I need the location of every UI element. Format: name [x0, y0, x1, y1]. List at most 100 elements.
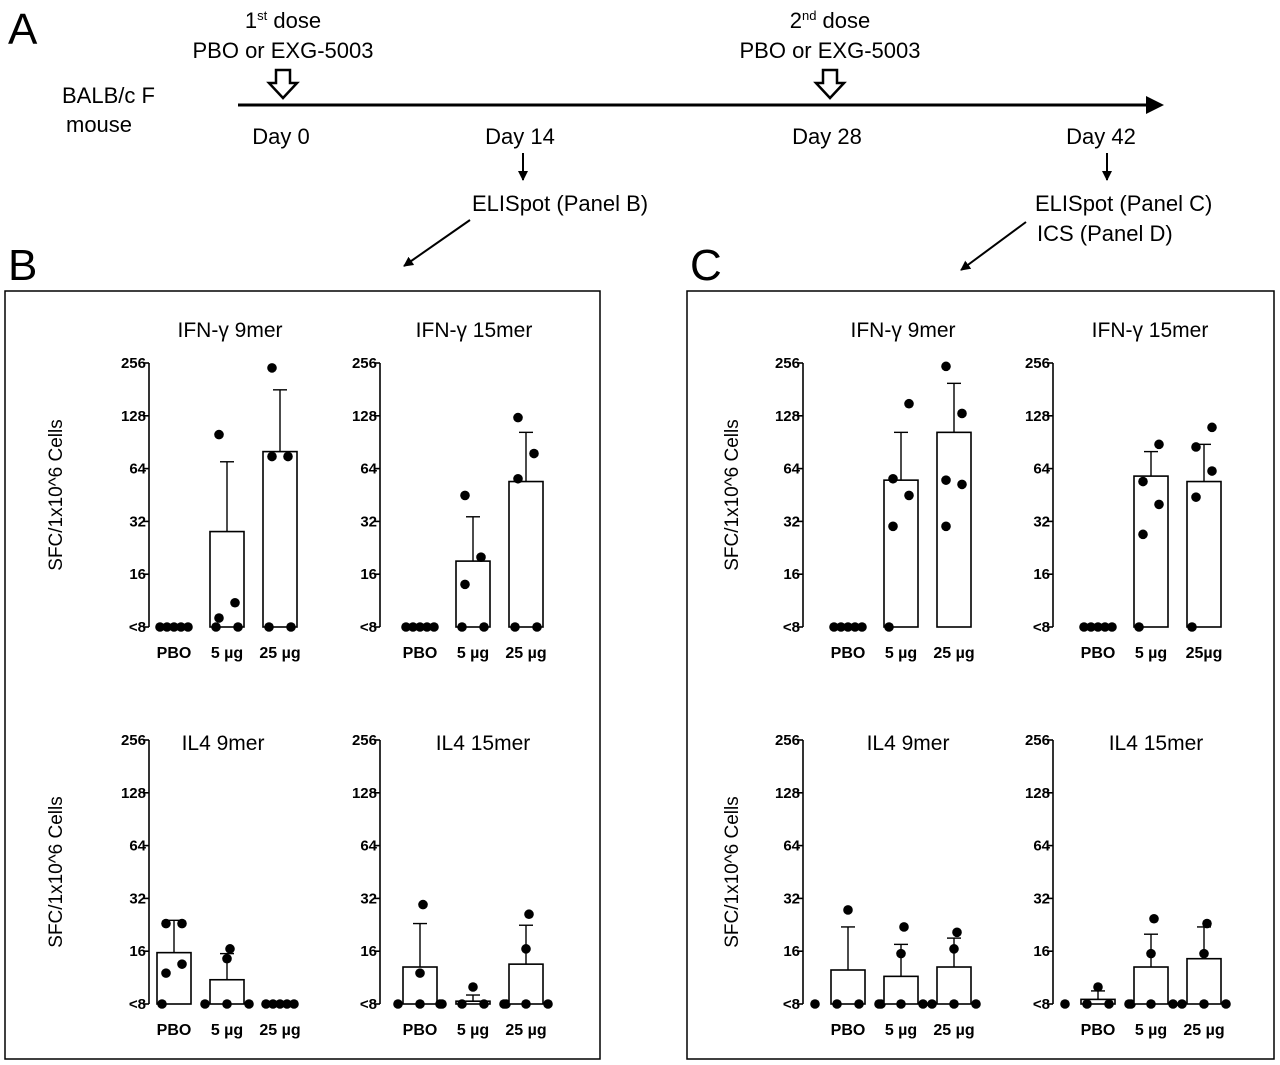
chart-b-3: IL4 9mer SFC/1x10^6 Cells <8 16 32 64 128 256 PB… — [46, 732, 301, 1039]
y-tick-label: <8 — [1033, 619, 1050, 636]
chart-title: IL4 9mer — [182, 732, 265, 755]
data-point — [499, 999, 509, 1009]
data-point — [177, 918, 187, 929]
data-point — [1168, 999, 1178, 1009]
data-point — [874, 999, 884, 1009]
data-point — [957, 479, 967, 490]
data-point — [289, 999, 299, 1009]
data-point — [524, 909, 534, 920]
panel-label-b: B — [8, 241, 37, 290]
x-category-label: 5 µg — [1135, 645, 1167, 662]
x-category-label: PBO — [831, 645, 866, 662]
data-point — [941, 361, 951, 372]
y-tick-label: <8 — [1033, 996, 1050, 1013]
y-tick-label: 64 — [360, 838, 377, 855]
elispot-panel-b-label: ELISpot (Panel B) — [472, 191, 648, 216]
panel-b-pointer-arrow-icon — [403, 219, 471, 267]
data-point — [1207, 422, 1217, 433]
y-tick-label: 16 — [129, 943, 146, 960]
data-point — [1107, 622, 1117, 632]
timeline-arrowhead — [1146, 96, 1164, 114]
chart-title: IFN-γ 9mer — [178, 319, 283, 342]
data-point — [222, 953, 232, 964]
data-point — [457, 622, 467, 632]
y-tick-label: 16 — [360, 943, 377, 960]
timeline: BALB/c F mouse 1st dose PBO or EXG-5003 … — [62, 8, 1212, 271]
data-point — [1149, 913, 1159, 924]
data-point — [479, 622, 489, 632]
data-point — [415, 999, 425, 1009]
data-point — [888, 473, 898, 484]
data-point — [214, 613, 224, 623]
data-point — [510, 622, 520, 632]
bar — [1133, 966, 1169, 1005]
y-axis-label: SFC/1x10^6 Cells — [722, 419, 743, 570]
data-point — [888, 521, 898, 532]
data-point — [1199, 948, 1209, 959]
x-category-label: 5 µg — [457, 1022, 489, 1039]
dose2-label: 2nd dose — [790, 8, 871, 33]
y-axis-label: SFC/1x10^6 Cells — [722, 796, 743, 947]
bar — [1186, 957, 1222, 1005]
y-tick-label: 16 — [783, 943, 800, 960]
x-category-label: 5 µg — [457, 645, 489, 662]
timeline-day-0: Day 0 — [252, 124, 309, 149]
x-category-label: 5 µg — [885, 645, 917, 662]
y-tick-label: <8 — [129, 619, 146, 636]
data-point — [904, 490, 914, 501]
data-point — [884, 622, 894, 632]
data-point — [1207, 466, 1217, 476]
y-tick-label: 32 — [1033, 513, 1050, 530]
y-tick-label: <8 — [360, 996, 377, 1013]
data-point — [162, 622, 172, 632]
x-category-label: PBO — [831, 1022, 866, 1039]
data-point — [952, 927, 962, 938]
chart-title: IFN-γ 15mer — [1092, 319, 1209, 342]
data-point — [408, 622, 418, 632]
y-tick-label: 128 — [352, 785, 377, 802]
data-point — [161, 918, 171, 929]
y-tick-label: 32 — [360, 890, 377, 907]
bar — [936, 966, 972, 1005]
timeline-day-42: Day 42 — [1066, 124, 1136, 149]
data-point — [479, 999, 489, 1009]
y-tick-label: 128 — [121, 785, 146, 802]
data-point — [529, 448, 539, 459]
panel-label-c: C — [690, 241, 722, 290]
charts-container: IFN-γ 9mer SFC/1x10^6 Cells <8 16 32 64 128 256… — [46, 319, 1231, 1039]
chart-c-3: IL4 9mer SFC/1x10^6 Cells <8 16 32 64 128 256 PB… — [722, 732, 981, 1039]
x-category-label: PBO — [403, 1022, 438, 1039]
data-point — [267, 363, 277, 373]
y-tick-label: <8 — [129, 996, 146, 1013]
data-point — [927, 999, 937, 1009]
data-point — [282, 999, 292, 1009]
timeline-subject-line1: BALB/c F — [62, 83, 155, 108]
data-point — [177, 959, 187, 969]
data-point — [1146, 948, 1156, 959]
chart-title: IFN-γ 9mer — [851, 319, 956, 342]
data-point — [222, 999, 232, 1009]
data-point — [836, 622, 846, 632]
y-tick-label: 256 — [352, 355, 377, 372]
data-point — [176, 622, 186, 632]
data-point — [286, 622, 296, 632]
data-point — [1134, 622, 1144, 632]
data-point — [283, 451, 293, 462]
x-category-label: 25 µg — [505, 645, 546, 662]
data-point — [1191, 442, 1201, 452]
data-point — [1146, 999, 1156, 1009]
data-point — [949, 944, 959, 954]
chart-title: IL4 15mer — [436, 732, 531, 755]
chart-b-2: IFN-γ 15mer <8 16 32 64 128 256 PBO 5 µg 25 µg — [352, 319, 547, 662]
bar — [1133, 475, 1169, 628]
data-point — [532, 622, 542, 632]
data-point — [267, 451, 277, 462]
x-category-label: 25 µg — [1183, 1022, 1224, 1039]
data-point — [918, 999, 928, 1009]
timeline-subject-line2: mouse — [66, 112, 132, 137]
y-tick-label: 64 — [783, 838, 800, 855]
x-category-label: 25µg — [1186, 645, 1223, 662]
data-point — [468, 982, 478, 992]
y-tick-label: 16 — [129, 566, 146, 583]
data-point — [1079, 622, 1089, 632]
